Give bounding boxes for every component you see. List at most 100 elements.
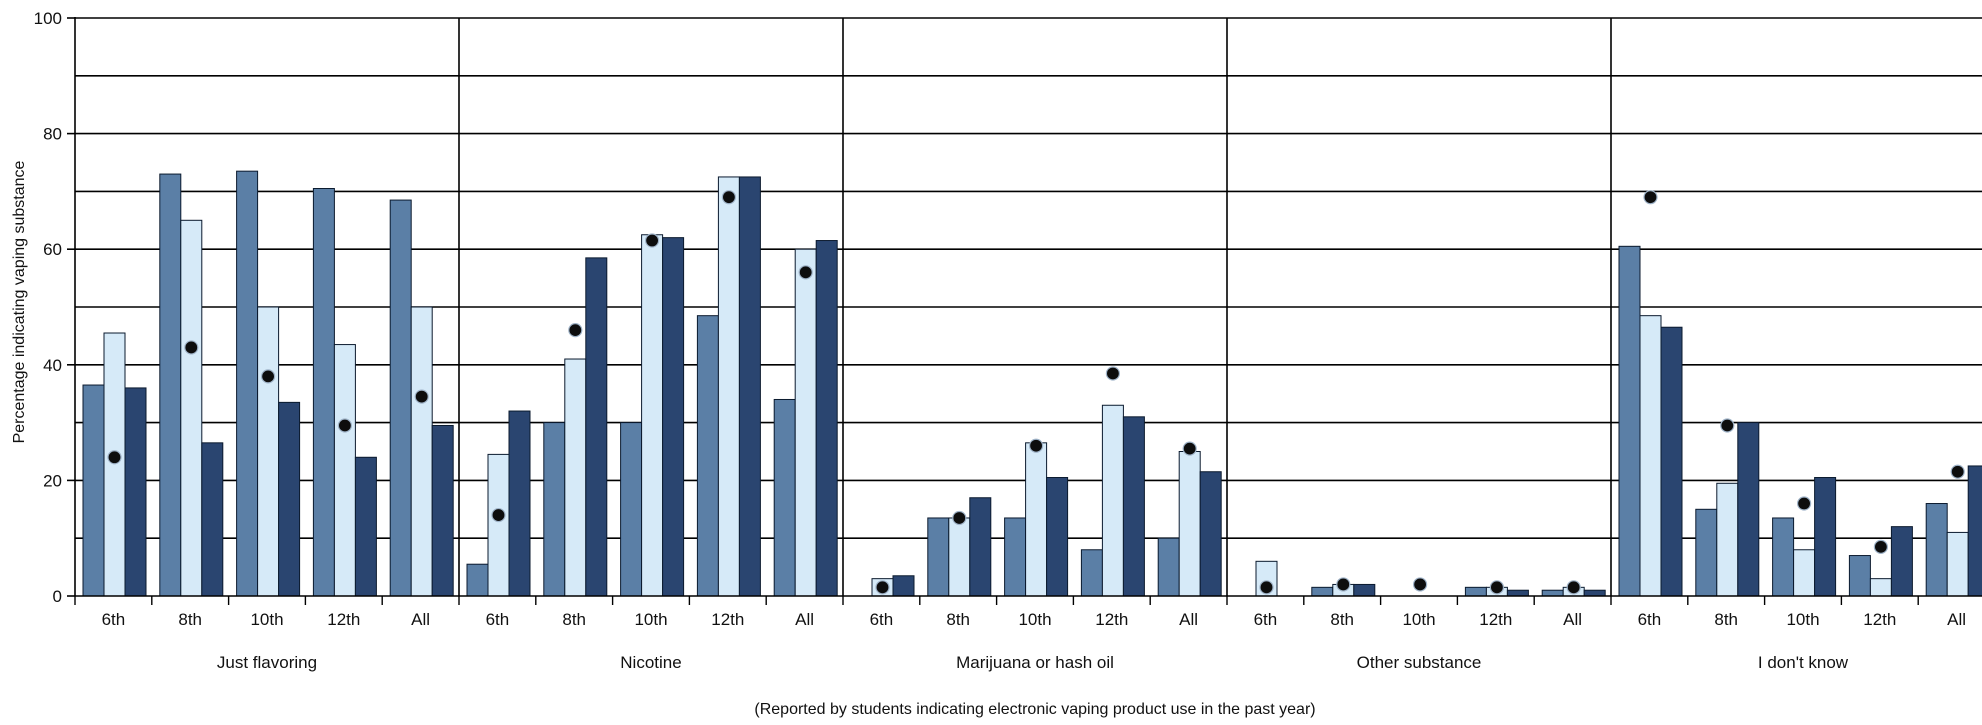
data-dot: [1796, 496, 1812, 511]
bar-bar3: [892, 575, 915, 597]
bar-bar2: [641, 234, 664, 597]
bar-bar3: [1814, 477, 1837, 597]
grade-label: 8th: [1714, 610, 1738, 629]
group-label: Marijuana or hash oil: [956, 653, 1114, 672]
data-dot: [1873, 539, 1889, 554]
bar-bar1: [389, 199, 412, 597]
data-dot: [414, 389, 429, 404]
bar-bar1: [1848, 555, 1871, 597]
bar-bar3: [1046, 477, 1069, 597]
grade-label: 8th: [562, 610, 586, 629]
bar-bar1: [466, 563, 489, 597]
bar-bar3: [1506, 589, 1529, 597]
bar-bar3: [585, 257, 608, 597]
data-dot: [875, 580, 890, 595]
bar-bar1: [696, 315, 719, 597]
grade-label: 6th: [1638, 610, 1662, 629]
bar-bar2: [794, 248, 817, 597]
data-dot: [1259, 580, 1274, 595]
y-tick-label: 40: [43, 356, 62, 375]
bar-bar3: [1583, 589, 1606, 597]
data-dot: [952, 510, 967, 526]
bar-bar2: [1101, 404, 1124, 597]
bar-bar2: [410, 306, 433, 597]
grade-label: All: [795, 610, 814, 629]
grade-label: 8th: [1330, 610, 1354, 629]
bar-bar1: [1464, 586, 1487, 597]
y-axis-title: Percentage indicating vaping substance: [11, 160, 28, 443]
data-dot: [491, 507, 506, 523]
data-dot: [1489, 580, 1505, 595]
grade-label: 8th: [178, 610, 202, 629]
grade-label: 10th: [1786, 610, 1819, 629]
bar-bar2: [257, 306, 280, 597]
bar-bar1: [1004, 517, 1027, 597]
bar-bar1: [1618, 245, 1641, 597]
grade-label: 6th: [486, 610, 510, 629]
bar-bar2: [1178, 451, 1201, 597]
data-dot: [1720, 418, 1735, 433]
grade-label: 12th: [1863, 610, 1896, 629]
grade-label: All: [1947, 610, 1966, 629]
data-dot: [568, 323, 583, 338]
group-label: Just flavoring: [217, 653, 317, 672]
bar-bar2: [564, 358, 587, 597]
bar-bar2: [717, 176, 740, 597]
group-label: Other substance: [1357, 653, 1482, 672]
bar-bar2: [1639, 315, 1662, 597]
bar-bar1: [1157, 537, 1180, 597]
grade-label: 10th: [634, 610, 667, 629]
bar-bar2: [180, 219, 203, 597]
grade-label: 12th: [327, 610, 360, 629]
dots: [107, 190, 1965, 595]
y-tick-label: 60: [43, 240, 62, 259]
bar-bar1: [773, 398, 796, 597]
bar-bar1: [82, 384, 105, 597]
bar-bar3: [738, 176, 761, 597]
bar-bar3: [1122, 416, 1145, 597]
bar-bar3: [431, 424, 454, 597]
y-tick-label: 80: [43, 125, 62, 144]
bar-bar1: [236, 170, 259, 597]
grade-label: 10th: [1402, 610, 1435, 629]
data-dot: [1643, 190, 1658, 205]
bar-bar1: [1772, 517, 1795, 597]
y-tick-label: 0: [53, 587, 62, 606]
bar-bar2: [1869, 578, 1892, 597]
bar-bar2: [1025, 442, 1048, 597]
grade-label: 10th: [250, 610, 283, 629]
data-dot: [261, 369, 276, 384]
bar-bar2: [103, 332, 126, 597]
data-dot: [1412, 577, 1428, 592]
bar-bar3: [969, 497, 992, 597]
bar-bar1: [927, 517, 950, 597]
grade-label: 6th: [870, 610, 894, 629]
bar-bar2: [487, 453, 510, 597]
grade-label: 6th: [102, 610, 126, 629]
grade-label: All: [1563, 610, 1582, 629]
data-dot: [1105, 366, 1121, 381]
grade-label: 12th: [711, 610, 744, 629]
y-tick-label: 20: [43, 471, 62, 490]
axes: [67, 17, 1982, 605]
group-label: I don't know: [1758, 653, 1849, 672]
bar-bar3: [1660, 326, 1683, 597]
bar-bar1: [620, 422, 643, 597]
data-dot: [184, 340, 199, 355]
bar-bar3: [1199, 471, 1222, 597]
bars: [82, 170, 1982, 597]
bar-bar3: [1737, 422, 1760, 597]
bar-bar2: [1793, 549, 1816, 597]
data-dot: [337, 418, 352, 433]
bar-bar3: [124, 387, 147, 597]
data-dot: [1028, 438, 1044, 453]
data-dot: [107, 450, 122, 465]
bar-bar3: [662, 237, 685, 597]
data-dot: [644, 233, 660, 248]
grade-label: All: [1179, 610, 1198, 629]
data-dot: [721, 190, 737, 205]
bar-bar3: [1967, 465, 1982, 597]
bar-bar3: [354, 456, 377, 597]
grade-label: 12th: [1479, 610, 1512, 629]
